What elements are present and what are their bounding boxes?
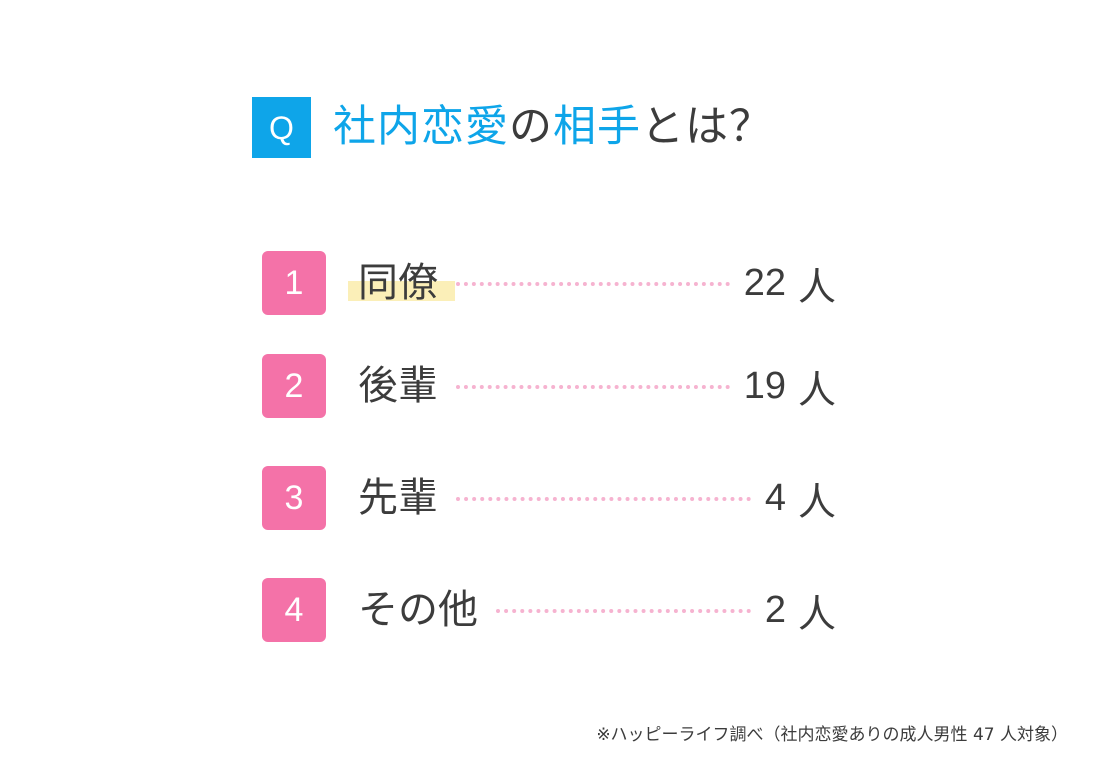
rank-value-unit: 人 [797, 591, 836, 636]
rank-badge: 2 [262, 354, 326, 418]
question-header: Q 社内恋愛の相手とは？ [252, 96, 773, 158]
rank-value-number: 22 [743, 261, 786, 304]
question-title: 社内恋愛の相手とは？ [333, 105, 773, 149]
rank-value: 19 人 [744, 354, 836, 418]
title-part-3: 相手 [553, 101, 641, 152]
dotted-leader [456, 385, 730, 389]
dotted-leader [496, 609, 751, 613]
source-note: ※ハッピーライフ調べ（社内恋愛ありの成人男性 47 人対象） [596, 725, 1068, 745]
rank-row: 1 同僚 22 人 [262, 251, 862, 315]
rank-value-unit: 人 [797, 479, 836, 524]
rank-badge: 3 [262, 466, 326, 530]
rank-row: 3 先輩 4 人 [262, 466, 862, 530]
dotted-leader [456, 497, 751, 501]
rank-value-unit: 人 [797, 264, 836, 309]
rank-value-number: 2 [764, 588, 786, 631]
title-part-4: とは？ [641, 101, 773, 152]
rank-label-wrap: 先輩 [358, 466, 438, 530]
title-part-1: 社内恋愛 [333, 101, 509, 152]
rank-label-wrap: その他 [358, 578, 478, 642]
rank-label: 後輩 [358, 363, 438, 409]
rank-label-wrap: 後輩 [358, 354, 438, 418]
rank-row: 2 後輩 19 人 [262, 354, 862, 418]
label-highlight [348, 281, 455, 301]
rank-badge: 1 [262, 251, 326, 315]
rank-label-wrap: 同僚 [348, 251, 455, 315]
dotted-leader [456, 282, 730, 286]
question-badge: Q [252, 96, 311, 158]
rank-value-unit: 人 [797, 367, 836, 412]
rank-badge: 4 [262, 578, 326, 642]
rank-value: 22 人 [744, 251, 836, 315]
rank-label: 先輩 [358, 475, 438, 521]
title-part-2: の [509, 101, 553, 152]
rank-row: 4 その他 2 人 [262, 578, 862, 642]
rank-label: 同僚 [358, 260, 438, 306]
rank-label: その他 [358, 587, 478, 633]
rank-value-number: 4 [764, 476, 786, 519]
rank-value-number: 19 [743, 364, 786, 407]
